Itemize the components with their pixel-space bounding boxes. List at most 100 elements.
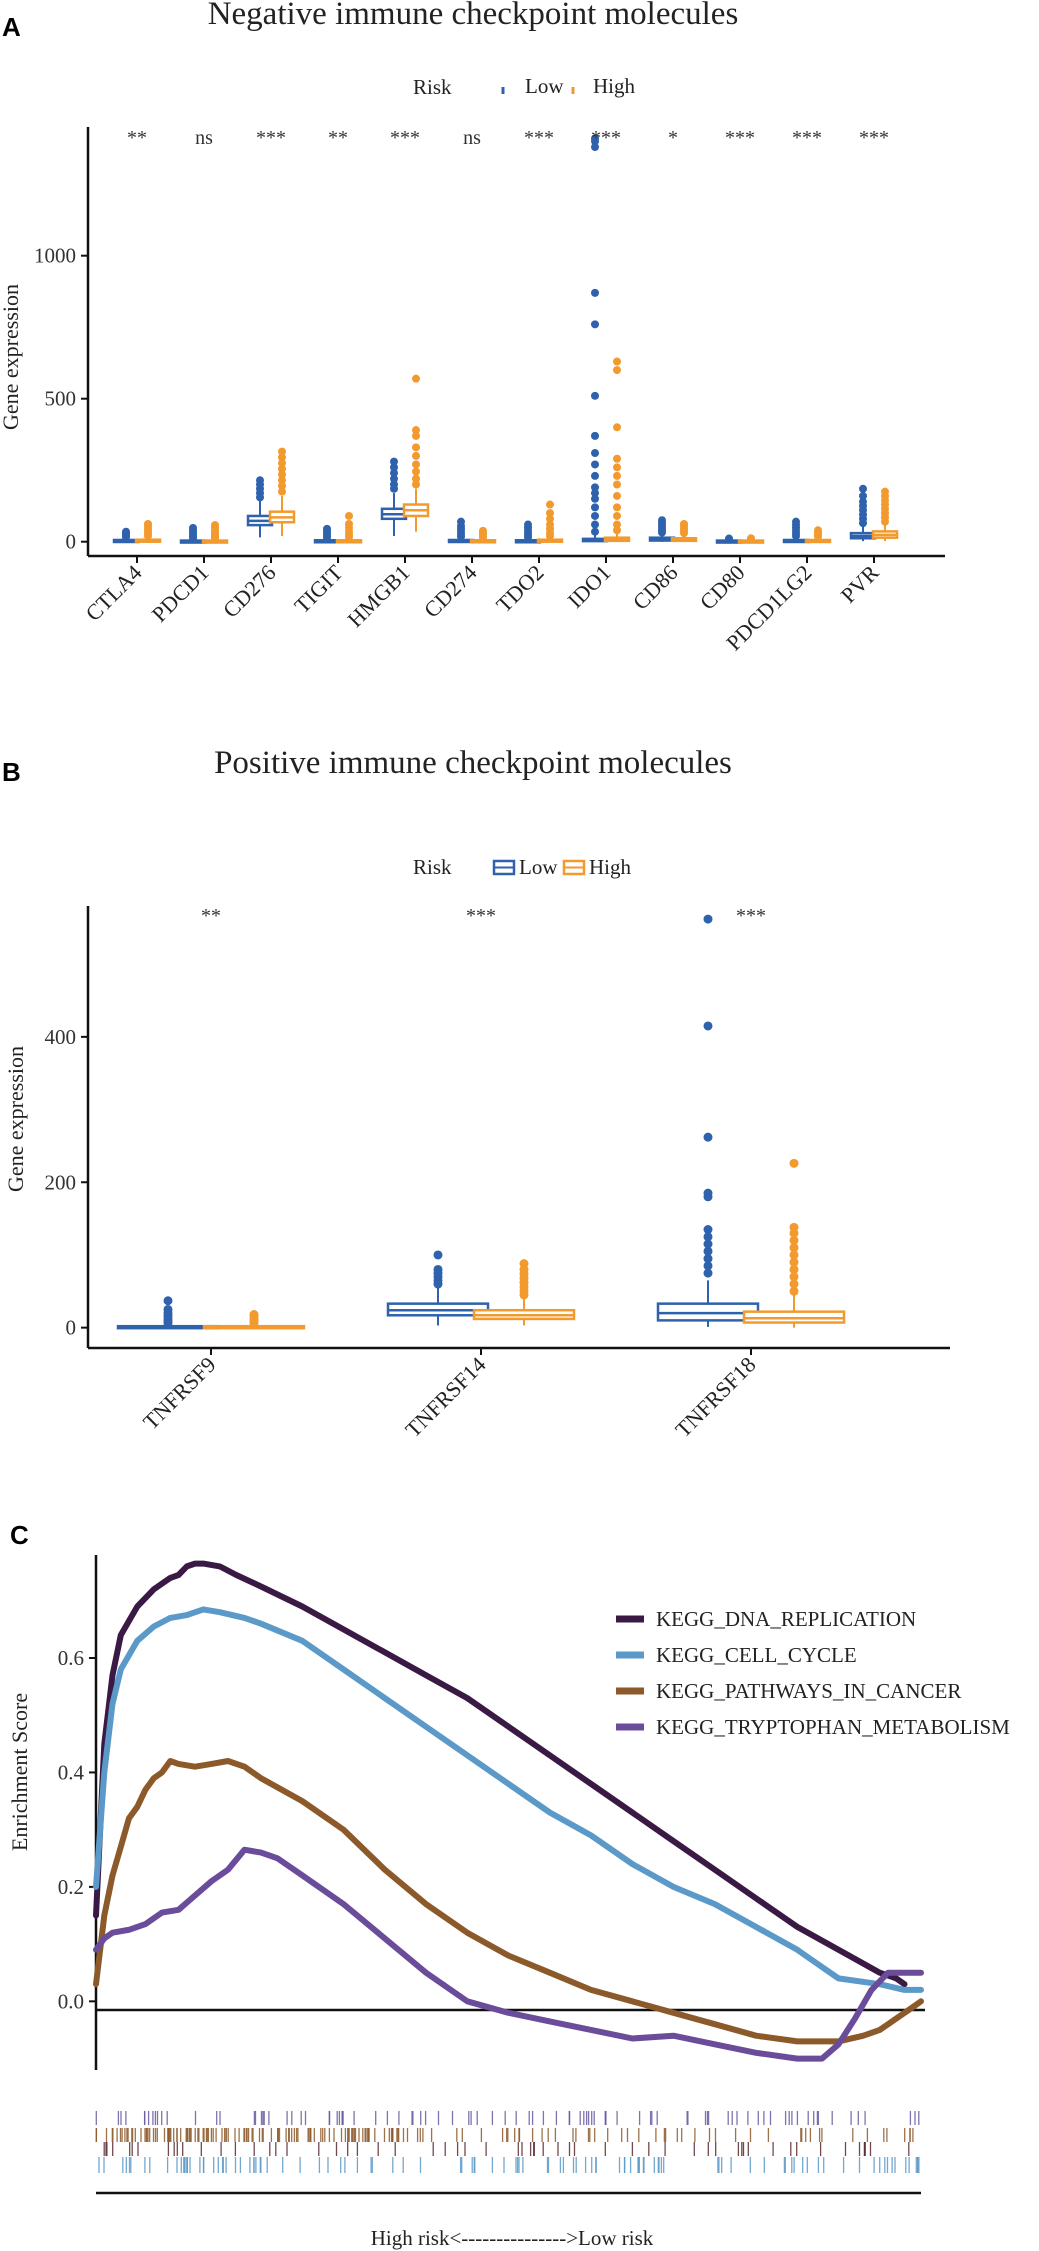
legend-title: Risk [413, 855, 452, 879]
outlier-point [546, 520, 554, 529]
es-line-kegg-tryptophan-metabolism [93, 1846, 924, 2062]
y-tick-label: 0.6 [58, 1646, 84, 1670]
legend: Risk Low High [413, 855, 632, 879]
outlier-point [613, 491, 621, 500]
outlier-point [546, 500, 554, 509]
panel-letter-a: A [2, 12, 21, 42]
outlier-point [703, 1132, 713, 1142]
y-tick-label: 0.2 [58, 1875, 84, 1899]
outlier-point [591, 460, 599, 469]
significance-labels: ** *** *** [201, 905, 766, 927]
x-tick-label: TNFRSF9 [138, 1352, 221, 1435]
box-high-pdcd1 [201, 521, 229, 544]
y-tick-label: 0 [66, 1316, 77, 1340]
outlier-point [457, 517, 465, 526]
outlier-point [524, 520, 532, 529]
outlier-point [725, 534, 733, 543]
outlier-point [591, 471, 599, 480]
outlier-point [703, 1268, 713, 1278]
x-tick-label: IDO1 [562, 560, 615, 613]
outlier-point [249, 1310, 259, 1320]
outlier-point [519, 1259, 529, 1269]
x-tick-label: TIGIT [289, 559, 348, 618]
outlier-point [278, 447, 286, 456]
outlier-point [703, 1261, 713, 1271]
outlier-point [591, 503, 599, 512]
box-high-cd86 [670, 519, 698, 543]
outlier-point [591, 288, 599, 297]
legend-label-high: High [589, 855, 632, 879]
outlier-point [323, 524, 331, 533]
panel-letter-b: B [2, 757, 21, 787]
outlier-point [789, 1235, 799, 1245]
outlier-point [703, 1021, 713, 1031]
y-tick-label: 400 [45, 1025, 77, 1049]
outlier-point [859, 491, 867, 500]
outlier-point [163, 1304, 173, 1314]
outlier-point [703, 1254, 713, 1264]
outlier-point [412, 480, 420, 489]
outlier-point [613, 366, 621, 375]
significance-ctla4: ** [127, 127, 147, 149]
box-low-cd276 [246, 476, 274, 538]
outlier-point [703, 1188, 713, 1198]
outlier-point [591, 489, 599, 498]
y-axis-title: Enrichment Score [7, 1693, 32, 1851]
outlier-point [390, 469, 398, 478]
x-tick-label: CD274 [419, 560, 482, 623]
box-high-tdo2 [536, 500, 564, 543]
outlier-point [789, 1286, 799, 1296]
box-high-hmgb1 [402, 374, 430, 532]
significance-tnfrsf9: ** [201, 905, 221, 927]
outlier-point [859, 497, 867, 506]
box-low-ctla4 [112, 527, 140, 544]
x-tick-label: PVR [836, 560, 884, 608]
outlier-point [278, 476, 286, 485]
outlier-point [591, 449, 599, 458]
outlier-point [613, 357, 621, 366]
y-tick-label: 200 [45, 1170, 77, 1194]
x-tick-label: CTLA4 [80, 560, 146, 626]
outlier-point [412, 474, 420, 483]
y-axis-ticks: 0 500 1000 [34, 244, 88, 554]
box-high-cd276 [268, 447, 296, 536]
outlier-point [789, 1279, 799, 1289]
significance-tnfrsf14: *** [466, 905, 496, 927]
outlier-point [792, 517, 800, 526]
outlier-point [144, 519, 152, 528]
legend-label-low: Low [519, 855, 558, 879]
outlier-point [211, 521, 219, 530]
panel-letter-c: C [10, 1520, 29, 1550]
outlier-point [433, 1250, 443, 1260]
outlier-point [591, 143, 599, 152]
box-low-pdcd1lg2 [782, 517, 810, 544]
legend-label: KEGG_CELL_CYCLE [656, 1643, 857, 1667]
box-low-pdcd1 [179, 523, 207, 544]
box-high-ido1 [603, 357, 631, 543]
outlier-point [703, 1246, 713, 1256]
outlier-point [703, 1239, 713, 1249]
outlier-point [412, 374, 420, 383]
legend-label-low: Low [525, 74, 564, 98]
outlier-point [591, 483, 599, 492]
significance-tnfrsf18: *** [736, 905, 766, 927]
outlier-point [433, 1264, 443, 1274]
outlier-point [680, 519, 688, 528]
outlier-point [412, 451, 420, 460]
box-low-ido1 [581, 134, 609, 543]
outlier-point [591, 431, 599, 440]
significance-pvr: *** [859, 127, 889, 149]
y-tick-label: 500 [45, 387, 77, 411]
outlier-point [591, 511, 599, 520]
outlier-point [390, 480, 398, 489]
outlier-point [591, 494, 599, 503]
y-tick-label: 1000 [34, 244, 76, 268]
outlier-point [345, 519, 353, 528]
outlier-point [789, 1250, 799, 1260]
outlier-point [703, 914, 713, 924]
panel-c: C Enrichment Score 0.0 0.2 0.4 0.6 KEGG_DNA… [7, 1520, 1010, 2250]
y-axis-title: Gene expression [0, 284, 23, 430]
outlier-point [591, 320, 599, 329]
outlier-point [412, 443, 420, 452]
